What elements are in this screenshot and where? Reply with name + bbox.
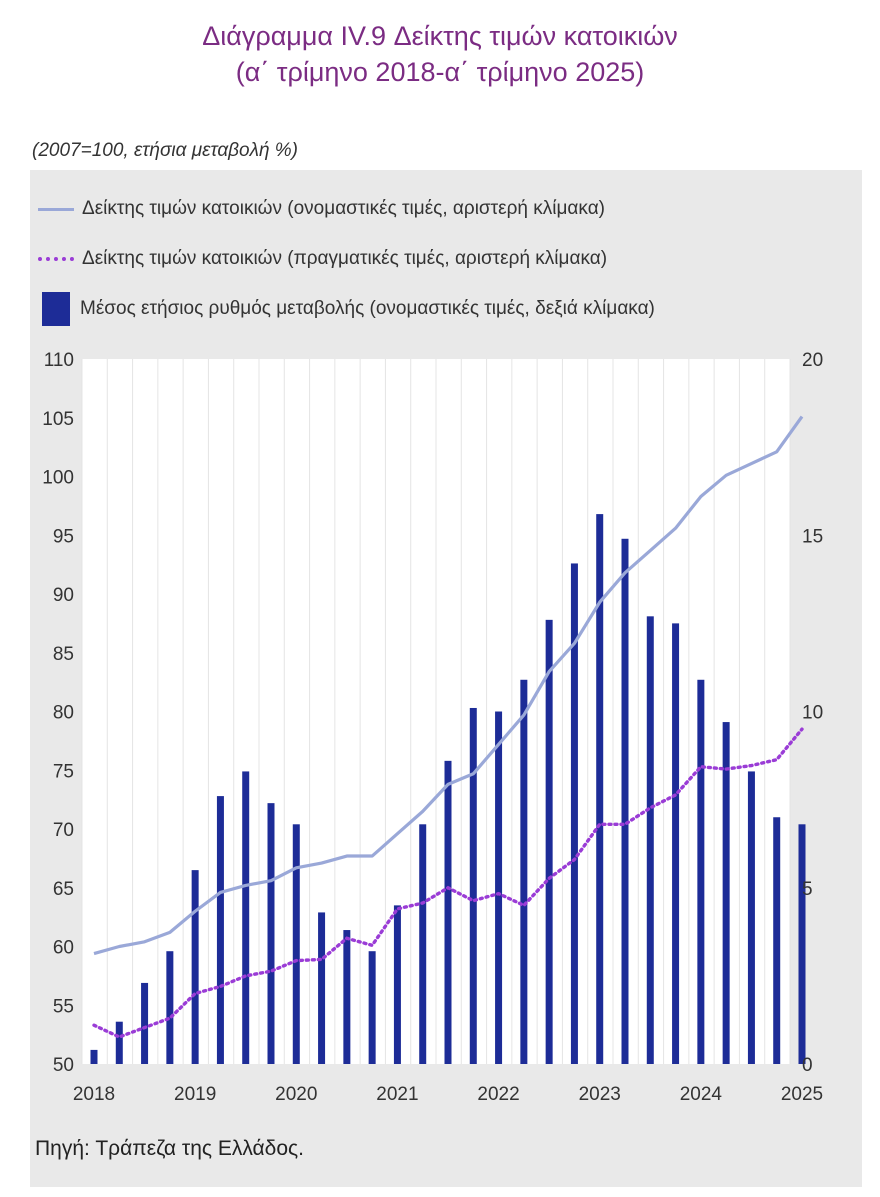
bar-2024Q4: [773, 817, 781, 1064]
legend-label-growth: Μέσος ετήσιος ρυθμός μεταβολής (ονομαστι…: [80, 298, 655, 319]
x-tick-label: 2021: [376, 1084, 418, 1105]
bar-2021Q4: [469, 707, 477, 1064]
bar-2023Q1: [596, 514, 604, 1064]
index-lines: [92, 415, 804, 1039]
bar-2020Q3: [343, 930, 351, 1064]
left-tick-label: 110: [44, 350, 74, 371]
bar-2023Q4: [672, 623, 680, 1064]
bar-2020Q2: [318, 912, 326, 1064]
right-tick-label: 10: [802, 703, 823, 724]
x-tick-label: 2019: [174, 1084, 216, 1105]
x-tick-label: 2024: [680, 1084, 723, 1105]
left-tick-label: 80: [53, 703, 74, 724]
chart-title-line2: (α΄ τρίμηνο 2018-α΄ τρίμηνο 2025): [235, 57, 645, 87]
x-axis-ticks: 2018 2019 2020 2021 2022 2023 2024 2025: [73, 1084, 823, 1105]
bar-2021Q3: [444, 760, 452, 1064]
left-axis-ticks: 50 55 60 65 70 75 80 85 90 95 100 105 110: [42, 350, 74, 1076]
right-tick-label: 0: [802, 1055, 813, 1076]
left-tick-label: 65: [53, 879, 74, 900]
bar-2020Q4: [368, 951, 376, 1064]
legend-item-nominal: Δείκτης τιμών κατοικιών (ονομαστικές τιμ…: [38, 194, 605, 224]
chart-title-line1: Διάγραμμα IV.9 Δείκτης τιμών κατοικιών: [202, 21, 678, 51]
bar-2022Q3: [545, 619, 553, 1064]
nominal-index-line: [93, 415, 804, 956]
legend-item-real: Δείκτης τιμών κατοικιών (πραγματικές τιμ…: [38, 244, 607, 274]
bar-2020Q1: [292, 824, 300, 1064]
bar-2022Q4: [570, 563, 578, 1064]
bar-2025Q1: [798, 824, 806, 1064]
legend-label-nominal: Δείκτης τιμών κατοικιών (ονομαστικές τιμ…: [82, 198, 606, 219]
x-tick-label: 2025: [781, 1084, 823, 1105]
left-tick-label: 70: [53, 820, 74, 841]
left-tick-label: 75: [53, 761, 74, 782]
chart-plot: 50 55 60 65 70 75 80 85 90 95 100 105 110 0 5 10 15 20 2…: [42, 350, 823, 1105]
plot-grid: [81, 359, 791, 1064]
legend-item-growth: Μέσος ετήσιος ρυθμός μεταβολής (ονομαστι…: [38, 292, 655, 326]
bar-2024Q3: [747, 771, 755, 1064]
left-tick-label: 95: [53, 526, 74, 547]
chart-panel: Δείκτης τιμών κατοικιών (ονομαστικές τιμ…: [30, 170, 862, 1187]
legend-swatch-nominal: [38, 207, 74, 211]
bar-2018Q1: [90, 1049, 98, 1064]
bar-2018Q4: [166, 951, 174, 1064]
bar-2019Q1: [191, 870, 199, 1064]
x-tick-label: 2020: [275, 1084, 317, 1105]
x-tick-label: 2022: [477, 1084, 519, 1105]
chart-subtitle: (2007=100, ετήσια μεταβολή %): [32, 140, 298, 161]
growth-bars: [90, 514, 806, 1064]
left-tick-label: 100: [42, 468, 74, 489]
bar-2019Q3: [242, 771, 250, 1064]
right-tick-label: 15: [802, 526, 823, 547]
left-tick-label: 60: [53, 938, 74, 959]
left-tick-label: 50: [53, 1055, 74, 1076]
legend-swatch-real: [38, 257, 74, 261]
bar-2024Q1: [697, 679, 705, 1064]
right-tick-label: 5: [802, 879, 813, 900]
bar-2018Q2: [115, 1021, 123, 1064]
bar-2024Q2: [722, 722, 730, 1064]
right-axis-ticks: 0 5 10 15 20: [802, 350, 823, 1076]
bar-2021Q1: [393, 905, 401, 1064]
x-tick-label: 2018: [73, 1084, 115, 1105]
chart-title: Διάγραμμα IV.9 Δείκτης τιμών κατοικιών (…: [0, 18, 880, 90]
left-tick-label: 85: [53, 644, 74, 665]
bar-2019Q2: [216, 796, 224, 1064]
left-tick-label: 105: [42, 409, 74, 430]
bar-2023Q3: [646, 616, 654, 1064]
bar-2018Q3: [141, 982, 149, 1064]
legend-swatch-growth: [42, 292, 70, 326]
real-index-line: [92, 727, 804, 1039]
legend-label-real: Δείκτης τιμών κατοικιών (πραγματικές τιμ…: [82, 248, 608, 269]
bar-2021Q2: [419, 824, 427, 1064]
bar-2022Q2: [520, 679, 528, 1064]
right-tick-label: 20: [802, 350, 823, 371]
source-note: Πηγή: Τράπεζα της Ελλάδος.: [35, 1137, 304, 1160]
left-tick-label: 90: [53, 585, 74, 606]
bar-2023Q2: [621, 538, 629, 1064]
bar-2022Q1: [495, 711, 503, 1064]
bar-2019Q4: [267, 803, 275, 1064]
x-tick-label: 2023: [579, 1084, 621, 1105]
left-tick-label: 55: [53, 996, 74, 1017]
